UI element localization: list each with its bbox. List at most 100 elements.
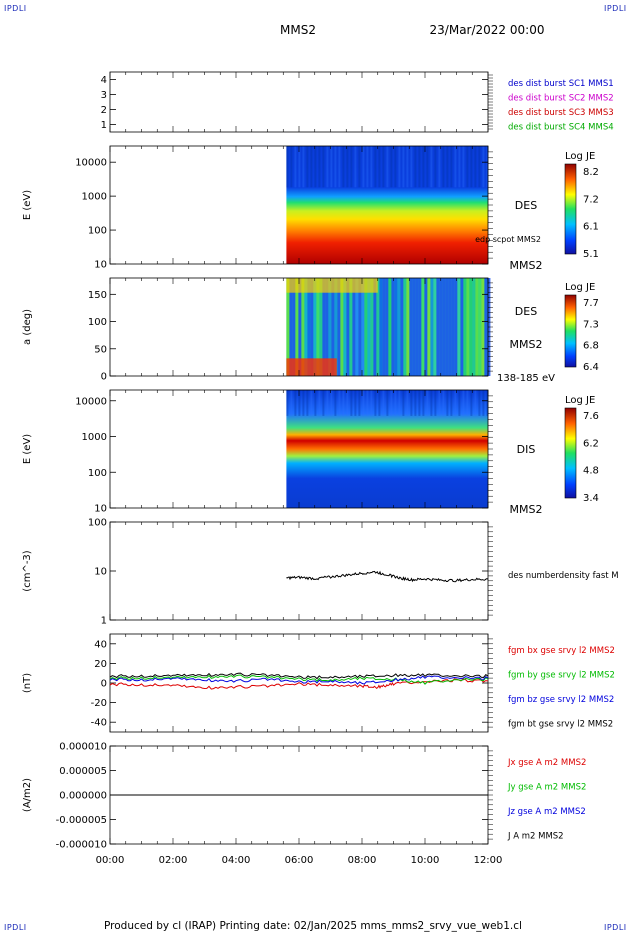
colorbar-tick-label: 6.4 <box>583 362 599 373</box>
heatmap-stripe <box>352 278 356 376</box>
heatmap-band-low <box>286 358 337 376</box>
legend-entry: des dist burst SC4 MMS4 <box>508 123 614 133</box>
heatmap-stripe <box>460 278 464 376</box>
y-tick-label: 100 <box>88 468 107 479</box>
heatmap-stripe <box>454 278 458 376</box>
heatmap-streak <box>346 146 349 188</box>
heatmap-streak <box>286 146 289 188</box>
colorbar-title: Log JE <box>565 282 595 293</box>
colorbar-tick-label: 8.2 <box>583 167 599 178</box>
heatmap-streak <box>414 390 417 416</box>
heatmap-streak <box>434 146 437 188</box>
y-tick-label: 1000 <box>82 192 107 203</box>
heatmap-stripe <box>322 278 326 376</box>
heatmap-stripe <box>430 278 434 376</box>
heatmap-streak <box>462 390 465 416</box>
y-tick-label: 0 <box>101 679 107 690</box>
heatmap-streak <box>438 390 441 416</box>
heatmap-stripe <box>346 278 350 376</box>
y-tick-label: 3 <box>101 90 107 101</box>
panel-des-pitch-angle: Log JE 7.7 7.3 6.8 6.4 0 50 100 150 a (deg) DES MMS… <box>22 277 599 384</box>
heatmap-streak <box>482 146 485 188</box>
heatmap-stripe <box>292 278 296 376</box>
heatmap-stripe <box>325 278 329 376</box>
y-axis-label: a (deg) <box>22 309 33 345</box>
legend-entry: J A m2 MMS2 <box>507 832 564 842</box>
legend-entry: des dist burst SC1 MMS1 <box>508 79 614 89</box>
colorbar-tick-label: 6.2 <box>583 438 599 449</box>
panel-right-label: DIS <box>517 443 536 456</box>
colorbar-tick-label: 4.8 <box>583 466 599 477</box>
heatmap-stripe <box>481 278 485 376</box>
series-line <box>109 672 489 680</box>
heatmap-streak <box>318 390 321 416</box>
x-tick-label: 04:00 <box>222 855 251 866</box>
heatmap-stripe <box>424 278 428 376</box>
heatmap-streak <box>338 390 341 416</box>
legend-entry: fgm by gse srvy l2 MMS2 <box>508 671 615 681</box>
heatmap-stripe <box>439 278 443 376</box>
heatmap-streak <box>306 146 309 188</box>
heatmap-streak <box>438 146 441 188</box>
y-axis-label: (cm^-3) <box>22 550 33 591</box>
y-tick-label: 50 <box>94 344 107 355</box>
corner-mark-bottom-right: IPDLI <box>604 923 627 932</box>
heatmap-stripe <box>469 278 473 376</box>
heatmap-stripe <box>442 278 446 376</box>
y-tick-label: -0.000005 <box>56 815 107 826</box>
heatmap-stripe <box>445 278 449 376</box>
corner-mark-bottom-left: IPDLI <box>4 923 27 932</box>
panel-current-density: -0.000010 -0.000005 0.000000 0.000005 0.0000… <box>22 742 586 867</box>
heatmap-stripe <box>409 278 413 376</box>
y-tick-label: 1000 <box>82 432 107 443</box>
y-tick-label: 0.000010 <box>59 742 107 753</box>
heatmap-streak <box>386 146 389 188</box>
y-tick-label: -20 <box>91 698 107 709</box>
heatmap-streak <box>378 146 381 188</box>
panel-magnetic-field: -40 -20 0 20 40 (nT) fgm bx gse srvy l2 MMS2 fg… <box>22 633 615 733</box>
y-tick-label: 0.000005 <box>59 766 107 777</box>
heatmap-streak <box>334 146 337 188</box>
heatmap-streak <box>310 390 313 416</box>
heatmap-streak <box>362 390 365 416</box>
y-axis-label: (A/m2) <box>22 778 33 812</box>
heatmap-streak <box>350 390 353 416</box>
heatmap-streak <box>446 390 449 416</box>
heatmap-stripe <box>364 278 368 376</box>
y-tick-label: -40 <box>91 718 107 729</box>
heatmap-streak <box>302 146 305 188</box>
heatmap-stripe <box>328 278 332 376</box>
series-line <box>109 675 489 685</box>
heatmap-stripe <box>298 278 302 376</box>
heatmap-stripe <box>394 278 398 376</box>
heatmap-stripe <box>418 278 422 376</box>
heatmap-stripe <box>472 278 476 376</box>
heatmap-streak <box>302 390 305 416</box>
heatmap-stripe <box>316 278 320 376</box>
heatmap-stripe <box>319 278 323 376</box>
heatmap-stripe <box>382 278 386 376</box>
heatmap-stripe <box>367 278 371 376</box>
panel-frame <box>109 521 489 621</box>
heatmap-streak <box>446 146 449 188</box>
heatmap-streak <box>410 390 413 416</box>
heatmap-streak <box>486 390 489 416</box>
heatmap-streak <box>326 390 329 416</box>
heatmap-streak <box>290 390 293 416</box>
legend-entry: Jy gse A m2 MMS2 <box>507 783 586 793</box>
heatmap-streak <box>338 146 341 188</box>
heatmap-stripe <box>313 278 317 376</box>
y-tick-label: 150 <box>88 290 107 301</box>
legend-entry: des dist burst SC2 MMS2 <box>508 94 614 104</box>
heatmap-streak <box>298 146 301 188</box>
colorbar-tick-label: 5.1 <box>583 249 599 260</box>
heatmap-streak <box>450 146 453 188</box>
heatmap-streak <box>454 146 457 188</box>
colorbar-title: Log JE <box>565 151 595 162</box>
heatmap-stripe <box>331 278 335 376</box>
y-tick-label: 1 <box>101 120 107 131</box>
heatmap-stripe <box>304 278 308 376</box>
heatmap-streak <box>406 390 409 416</box>
y-tick-label: 10 <box>94 260 107 271</box>
y-tick-label: 100 <box>88 518 107 529</box>
